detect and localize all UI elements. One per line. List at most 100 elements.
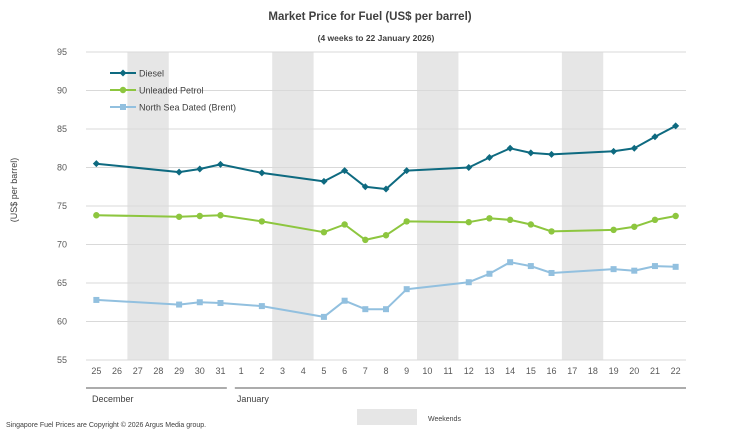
- series-lines: [92, 122, 680, 320]
- data-point: [196, 299, 203, 306]
- x-tick-label: 4: [301, 366, 306, 376]
- data-point: [507, 259, 514, 266]
- series-0: [92, 122, 680, 193]
- x-tick-label: 31: [215, 366, 225, 376]
- data-point: [403, 286, 410, 293]
- legend-item-1: Unleaded Petrol: [110, 86, 204, 96]
- data-point: [651, 216, 659, 224]
- x-tick-label: 30: [195, 366, 205, 376]
- data-point: [258, 169, 266, 177]
- data-point: [258, 303, 265, 310]
- data-point: [341, 221, 348, 228]
- x-tick-label: 26: [112, 366, 122, 376]
- y-tick-label: 75: [57, 201, 67, 211]
- y-tick-label: 90: [57, 86, 67, 96]
- data-point: [548, 269, 555, 276]
- data-point: [320, 228, 328, 236]
- x-tick-label: 12: [464, 366, 474, 376]
- data-point: [610, 266, 617, 273]
- data-point: [176, 301, 183, 308]
- data-point: [485, 153, 493, 161]
- month-label: January: [237, 394, 270, 404]
- data-point: [382, 185, 390, 193]
- data-point: [362, 236, 369, 244]
- x-tick-label: 20: [629, 366, 639, 376]
- x-tick-label: 14: [505, 366, 515, 376]
- x-tick-label: 10: [422, 366, 432, 376]
- data-point: [216, 160, 224, 168]
- data-point: [486, 270, 493, 277]
- data-point: [548, 150, 556, 158]
- x-tick-label: 25: [91, 366, 101, 376]
- x-tick-label: 15: [526, 366, 536, 376]
- data-point: [361, 183, 369, 191]
- x-tick-label: 19: [609, 366, 619, 376]
- data-point: [610, 147, 618, 155]
- data-point: [672, 212, 679, 220]
- data-point: [672, 122, 680, 130]
- data-point: [258, 218, 266, 225]
- data-point: [631, 223, 638, 230]
- weekends-legend-swatch: [357, 409, 417, 425]
- legend-label: North Sea Dated (Brent): [139, 103, 236, 113]
- data-point: [383, 306, 389, 313]
- x-tick-label: 29: [174, 366, 184, 376]
- y-tick-label: 85: [57, 124, 67, 134]
- data-point: [651, 133, 659, 141]
- x-tick-label: 22: [671, 366, 681, 376]
- data-point: [527, 149, 535, 157]
- data-point: [465, 218, 472, 226]
- x-tick-label: 18: [588, 366, 598, 376]
- x-tick-label: 9: [404, 366, 409, 376]
- data-point: [382, 232, 390, 239]
- y-tick-label: 65: [57, 278, 67, 288]
- x-tick-label: 27: [133, 366, 143, 376]
- x-tick-label: 28: [153, 366, 163, 376]
- data-point: [217, 300, 224, 307]
- data-point: [93, 296, 100, 303]
- data-point: [631, 267, 638, 274]
- x-tick-label: 8: [383, 366, 388, 376]
- x-tick-label: 3: [280, 366, 285, 376]
- data-point: [341, 167, 349, 175]
- x-tick-label: 13: [484, 366, 494, 376]
- data-point: [175, 168, 183, 176]
- data-point: [362, 306, 369, 313]
- data-point: [320, 313, 327, 320]
- y-tick-label: 80: [57, 163, 67, 173]
- data-point: [403, 167, 411, 175]
- weekends-legend-label: Weekends: [428, 416, 461, 423]
- x-tick-label: 7: [363, 366, 368, 376]
- legend-item-2: North Sea Dated (Brent): [110, 103, 236, 113]
- y-axis-label: (US$ per barrel): [9, 158, 19, 223]
- data-point: [175, 213, 183, 220]
- y-tick-label: 70: [57, 240, 67, 250]
- legend: Diesel Unleaded Petrol North Sea Dated (Br…: [110, 69, 236, 113]
- copyright-footer: Singapore Fuel Prices are Copyright © 20…: [6, 421, 206, 429]
- legend-label: Unleaded Petrol: [139, 86, 204, 96]
- x-tick-label: 16: [547, 366, 557, 376]
- x-tick-label: 1: [239, 366, 244, 376]
- data-point: [527, 263, 534, 270]
- x-axis: 25 26 27 28 29 30 31 1 2 3 4 5 6 7 8 9 10 11 12 13 14 15 16 17 1…: [86, 366, 686, 404]
- data-point: [93, 212, 100, 219]
- data-point: [196, 212, 203, 220]
- data-point: [630, 144, 638, 152]
- x-tick-label: 2: [259, 366, 264, 376]
- data-point: [341, 297, 348, 304]
- data-point: [196, 165, 204, 173]
- data-point: [320, 177, 328, 185]
- data-point: [92, 160, 100, 168]
- y-tick-label: 95: [57, 47, 67, 57]
- gridlines: 55 60 65 70 75 80 85 90 95: [57, 47, 686, 365]
- data-point: [672, 263, 679, 270]
- series-2: [93, 259, 679, 320]
- data-point: [506, 144, 514, 152]
- x-tick-label: 6: [342, 366, 347, 376]
- data-point: [465, 164, 473, 171]
- data-point: [548, 228, 555, 235]
- series-1: [93, 212, 679, 244]
- chart-title: Market Price for Fuel (US$ per barrel): [268, 11, 471, 23]
- data-point: [217, 212, 224, 219]
